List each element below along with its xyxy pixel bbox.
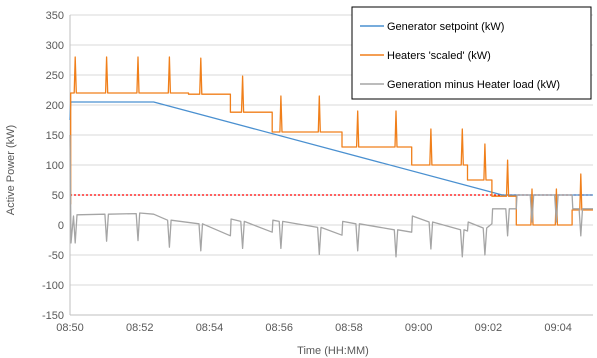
legend-items: Generator setpoint (kW) Heaters 'scaled' … xyxy=(360,21,560,91)
legend-generation-minus-heater-label: Generation minus Heater load (kW) xyxy=(387,79,560,91)
y-tick-label: -150 xyxy=(42,310,64,322)
y-tick-label: 250 xyxy=(46,70,64,82)
series-generator-setpoint xyxy=(69,101,593,196)
series-heaters-scaled xyxy=(70,56,593,226)
y-tick-label: 150 xyxy=(46,130,64,142)
y-tick-label: 300 xyxy=(46,40,64,52)
x-tick-label: 09:00 xyxy=(405,322,433,334)
series-lines xyxy=(69,56,593,258)
legend: Generator setpoint (kW) Heaters 'scaled' … xyxy=(351,6,592,100)
legend-heaters-scaled-label: Heaters 'scaled' (kW) xyxy=(387,50,491,62)
x-tick-label: 08:56 xyxy=(265,322,293,334)
x-axis-title: Time (HH:MM) xyxy=(297,345,369,357)
y-tick-label: 50 xyxy=(52,190,64,202)
x-tick-label: 08:52 xyxy=(126,322,154,334)
legend-generator-setpoint-label: Generator setpoint (kW) xyxy=(387,21,504,33)
x-tick-label: 08:54 xyxy=(196,322,224,334)
y-tick-label: 350 xyxy=(46,10,64,22)
x-tick-label: 08:58 xyxy=(335,322,363,334)
y-axis-title: Active Power (kW) xyxy=(5,125,17,215)
x-tick-labels: 08:50 08:52 08:54 08:56 08:58 09:00 09:02 09:04 xyxy=(56,322,572,334)
x-tick-label: 09:04 xyxy=(544,322,572,334)
legend-box xyxy=(351,6,592,100)
y-tick-label: 0 xyxy=(58,220,64,232)
x-tick-label: 08:50 xyxy=(56,322,84,334)
x-tick-label: 09:02 xyxy=(475,322,503,334)
y-tick-label: 100 xyxy=(46,160,64,172)
y-tick-label: 200 xyxy=(46,100,64,112)
y-tick-label: -100 xyxy=(42,280,64,292)
series-generation-minus-heater xyxy=(69,134,593,258)
y-tick-label: -50 xyxy=(48,250,64,262)
y-tick-labels: -150 -100 -50 0 50 100 150 200 250 300 350 xyxy=(42,10,64,322)
